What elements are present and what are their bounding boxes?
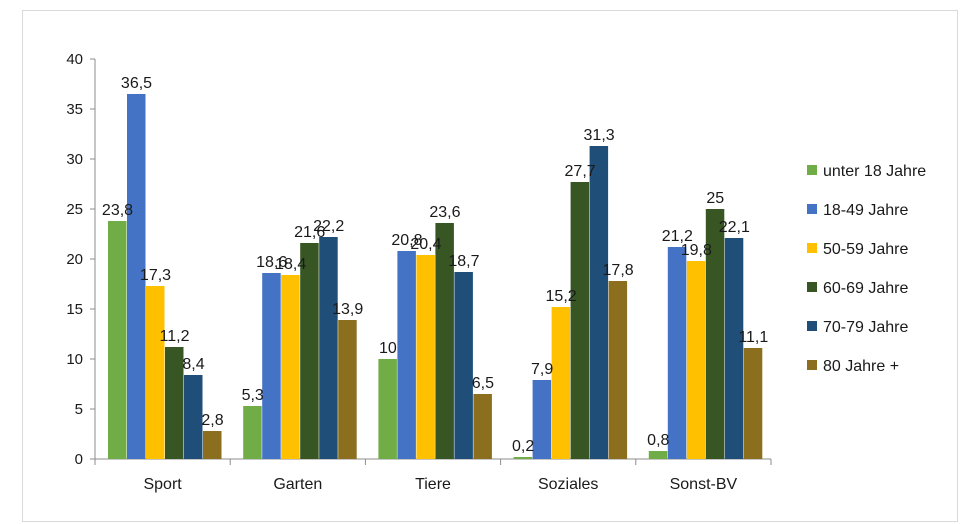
bar (608, 281, 628, 459)
bar (416, 255, 435, 459)
bar-data-label: 18,4 (275, 256, 306, 273)
legend-swatch (807, 204, 817, 214)
bar-data-label: 17,3 (140, 267, 171, 284)
bar-data-label: 20,8 (391, 232, 422, 249)
bar-data-label: 6,5 (472, 375, 494, 392)
bar (184, 375, 203, 459)
legend-swatch (807, 360, 817, 370)
x-category-label: Sport (143, 476, 182, 493)
bar-data-label: 0,8 (647, 432, 669, 449)
y-tick-label: 40 (66, 51, 83, 68)
bar (454, 272, 473, 459)
legend-label: 70-79 Jahre (823, 319, 908, 336)
bar (532, 380, 552, 459)
bar-data-label: 13,9 (332, 301, 363, 318)
bar-data-label: 23,8 (102, 202, 133, 219)
legend-label: 18-49 Jahre (823, 202, 908, 219)
bar-data-label: 21,2 (662, 228, 693, 245)
bar (262, 273, 281, 459)
bar (319, 237, 338, 459)
bar-data-label: 5,3 (242, 387, 264, 404)
bar-data-label: 11,2 (160, 328, 190, 345)
bar-data-label: 27,7 (565, 163, 596, 180)
bar (513, 457, 533, 459)
y-tick-label: 15 (66, 301, 83, 318)
bar (435, 223, 454, 459)
bar-data-label: 17,8 (603, 262, 634, 279)
chart-frame: 0 5 10 15 20 25 30 35 40 Sport Garten Tiere Soziales… (22, 10, 958, 522)
data-labels: 23,8 5,3 10 0,2 0,8 36,5 18,6 20,8 7,9 21,2 17,3 18… (102, 75, 768, 455)
bar-data-label: 2,8 (201, 412, 223, 429)
bar-data-label: 8,4 (182, 356, 204, 373)
bar (667, 247, 687, 459)
bar-data-label: 22,2 (313, 218, 344, 235)
bar-data-label: 18,6 (256, 254, 287, 271)
bar (300, 243, 319, 459)
legend-label: 80 Jahre + (823, 358, 899, 375)
legend-label: 60-69 Jahre (823, 280, 908, 297)
bar-data-label: 21,6 (294, 224, 325, 241)
y-tick-label: 10 (66, 351, 83, 368)
y-tick-label: 5 (75, 401, 83, 418)
bar-data-label: 15,2 (546, 288, 577, 305)
bar-data-label: 18,7 (448, 253, 479, 270)
x-category-label: Soziales (538, 476, 598, 493)
bar (397, 251, 416, 459)
bar (338, 320, 357, 459)
bars (108, 94, 763, 459)
bar (108, 221, 127, 459)
bar (648, 451, 668, 459)
bar (705, 209, 725, 459)
axes: 0 5 10 15 20 25 30 35 40 Sport Garten Tiere Soziales… (66, 51, 772, 493)
bar-data-label: 10 (379, 340, 397, 357)
bar (378, 359, 397, 459)
bar-data-label: 25 (706, 190, 724, 207)
bar-data-label: 31,3 (584, 127, 615, 144)
bar (551, 307, 571, 459)
legend-label: unter 18 Jahre (823, 163, 926, 180)
bar-data-label: 22,1 (719, 219, 750, 236)
legend-swatch (807, 282, 817, 292)
y-tick-label: 0 (75, 451, 83, 468)
bar (589, 146, 609, 459)
legend-label: 50-59 Jahre (823, 241, 908, 258)
bar (724, 238, 744, 459)
bar-data-label: 19,8 (681, 242, 712, 259)
legend-swatch (807, 165, 817, 175)
grouped-bar-chart: 0 5 10 15 20 25 30 35 40 Sport Garten Tiere Soziales… (66, 51, 926, 493)
x-category-label: Sonst-BV (670, 476, 738, 493)
bar-data-label: 23,6 (429, 204, 460, 221)
y-tick-label: 25 (66, 201, 83, 218)
bar (165, 347, 184, 459)
bar (281, 275, 300, 459)
legend-swatch (807, 243, 817, 253)
legend-swatch (807, 321, 817, 331)
bar (127, 94, 146, 459)
bar (203, 431, 222, 459)
bar-data-label: 20,4 (410, 236, 441, 253)
y-tick-label: 30 (66, 151, 83, 168)
bar (473, 394, 492, 459)
bar-data-label: 36,5 (121, 75, 152, 92)
bar (686, 261, 706, 459)
y-tick-label: 20 (66, 251, 83, 268)
bar (743, 348, 763, 459)
x-category-label: Garten (273, 476, 322, 493)
bar-data-label: 7,9 (531, 361, 553, 378)
bar (570, 182, 590, 459)
bar (243, 406, 262, 459)
bar-data-label: 0,2 (512, 438, 534, 455)
y-tick-label: 35 (66, 101, 83, 118)
legend: unter 18 Jahre 18-49 Jahre 50-59 Jahre 60-6… (807, 163, 926, 375)
bar (146, 286, 165, 459)
x-category-label: Tiere (415, 476, 451, 493)
bar-data-label: 11,1 (738, 329, 768, 346)
